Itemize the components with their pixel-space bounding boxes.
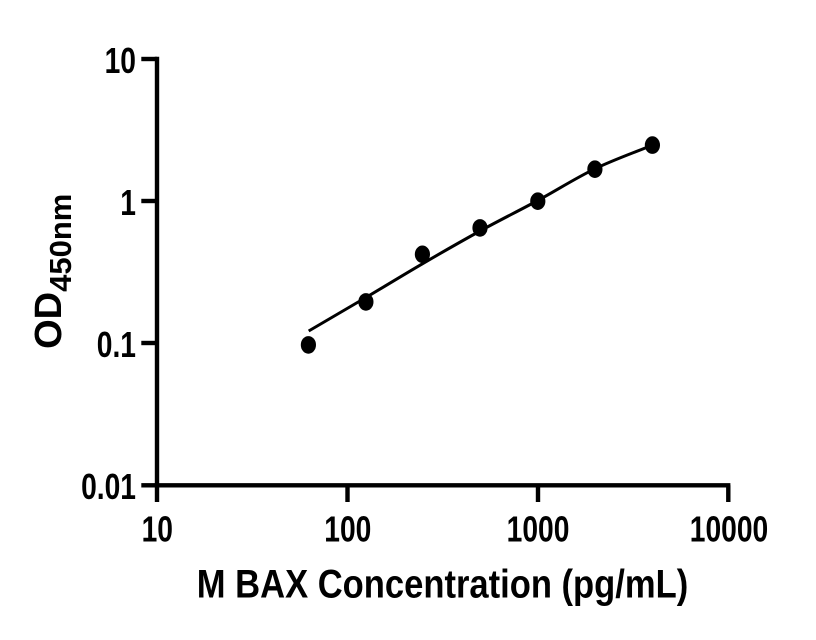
svg-text:100: 100 xyxy=(324,509,371,549)
svg-text:0.01: 0.01 xyxy=(81,467,136,507)
svg-text:1: 1 xyxy=(120,183,136,223)
svg-text:10: 10 xyxy=(105,41,136,81)
svg-text:M BAX Concentration (pg/mL): M BAX Concentration (pg/mL) xyxy=(197,561,688,606)
svg-text:10: 10 xyxy=(142,509,173,549)
svg-text:0.1: 0.1 xyxy=(97,325,136,365)
svg-text:10000: 10000 xyxy=(690,509,768,549)
svg-text:1000: 1000 xyxy=(507,509,570,549)
